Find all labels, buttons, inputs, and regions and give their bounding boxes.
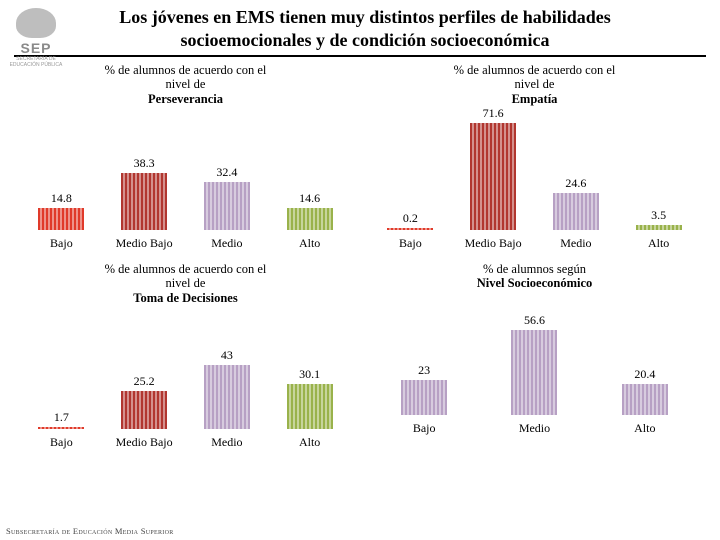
category-label: Medio (535, 236, 618, 251)
bar-wrap: 24.6 (535, 176, 618, 230)
category-row: BajoMedio BajoMedioAlto (20, 429, 351, 450)
category-label: Alto (603, 421, 686, 436)
bar-value-label: 14.6 (299, 191, 320, 206)
category-label: Medio Bajo (103, 435, 186, 450)
bar-wrap: 38.3 (103, 156, 186, 230)
category-label: Medio (186, 435, 269, 450)
bar-wrap: 0.2 (369, 211, 452, 230)
category-label: Bajo (20, 435, 103, 450)
bar (121, 173, 167, 230)
bar-value-label: 38.3 (134, 156, 155, 171)
bar (470, 123, 516, 230)
bar-value-label: 25.2 (134, 374, 155, 389)
bar (636, 225, 682, 230)
chart-perseverancia: % de alumnos de acuerdo con elnivel dePe… (20, 63, 351, 258)
bar (38, 427, 84, 430)
bar (38, 208, 84, 230)
eagle-icon (16, 8, 56, 38)
category-label: Medio (493, 421, 576, 436)
bar-value-label: 20.4 (634, 367, 655, 382)
bar-value-label: 1.7 (54, 410, 69, 425)
bar-wrap: 14.6 (268, 191, 351, 230)
category-label: Bajo (20, 236, 103, 251)
bar (204, 365, 250, 430)
bar-value-label: 14.8 (51, 191, 72, 206)
category-label: Bajo (383, 421, 466, 436)
bar-wrap: 32.4 (186, 165, 269, 231)
category-label: Medio (186, 236, 269, 251)
category-row: BajoMedio BajoMedioAlto (20, 230, 351, 251)
bar-wrap: 23 (383, 363, 466, 415)
category-label: Medio Bajo (452, 236, 535, 251)
bar (622, 384, 668, 415)
logo-sep-text: SEP (8, 40, 64, 56)
chart-title: % de alumnos de acuerdo con elnivel dePe… (20, 63, 351, 106)
bar (204, 182, 250, 231)
bar-wrap: 1.7 (20, 410, 103, 430)
bars-area: 14.8 38.3 32.4 14.6 (20, 110, 351, 230)
category-row: Bajo Medio Alto (369, 415, 700, 436)
chart-toma: % de alumnos de acuerdo con elnivel deTo… (20, 262, 351, 457)
charts-grid: % de alumnos de acuerdo con elnivel dePe… (0, 63, 720, 457)
bars-area: 23 56.6 20.4 (369, 295, 700, 415)
bar-value-label: 23 (418, 363, 430, 378)
category-label: Alto (617, 236, 700, 251)
chart-title: % de alumnos segúnNivel Socioeconómico (369, 262, 700, 291)
bar-value-label: 3.5 (651, 208, 666, 223)
bar-wrap: 71.6 (452, 106, 535, 230)
bar-wrap: 3.5 (617, 208, 700, 230)
bar (387, 228, 433, 230)
footer-text: Subsecretaría de Educación Media Superio… (6, 526, 174, 536)
bars-area: 0.271.624.63.5 (369, 110, 700, 230)
bar (401, 380, 447, 415)
bar-value-label: 24.6 (565, 176, 586, 191)
sep-logo: SEP SECRETARÍA DE EDUCACIÓN PÚBLICA (8, 8, 64, 68)
bar-value-label: 32.4 (216, 165, 237, 180)
chart-nse: % de alumnos segúnNivel Socioeconómico 23… (369, 262, 700, 457)
bar (287, 208, 333, 230)
chart-title: % de alumnos de acuerdo con elnivel deTo… (20, 262, 351, 305)
bar-value-label: 56.6 (524, 313, 545, 328)
category-row: BajoMedio BajoMedioAlto (369, 230, 700, 251)
bar-wrap: 56.6 (493, 313, 576, 415)
bar-wrap: 30.1 (268, 367, 351, 429)
category-label: Alto (268, 236, 351, 251)
bar-wrap: 20.4 (603, 367, 686, 415)
page-title: Los jóvenes en EMS tienen muy distintos … (14, 0, 706, 57)
bar-wrap: 14.8 (20, 191, 103, 230)
bar (287, 384, 333, 429)
bar-wrap: 25.2 (103, 374, 186, 429)
bar-value-label: 30.1 (299, 367, 320, 382)
bar-value-label: 71.6 (483, 106, 504, 121)
chart-empatia: % de alumnos de acuerdo con elnivel deEm… (369, 63, 700, 258)
bar (121, 391, 167, 429)
category-label: Bajo (369, 236, 452, 251)
chart-title: % de alumnos de acuerdo con elnivel deEm… (369, 63, 700, 106)
bar-value-label: 0.2 (403, 211, 418, 226)
category-label: Alto (268, 435, 351, 450)
bar (511, 330, 557, 415)
bars-area: 1.7 25.2 43 30.1 (20, 309, 351, 429)
bar-value-label: 43 (221, 348, 233, 363)
category-label: Medio Bajo (103, 236, 186, 251)
bar (553, 193, 599, 230)
bar-wrap: 43 (186, 348, 269, 430)
